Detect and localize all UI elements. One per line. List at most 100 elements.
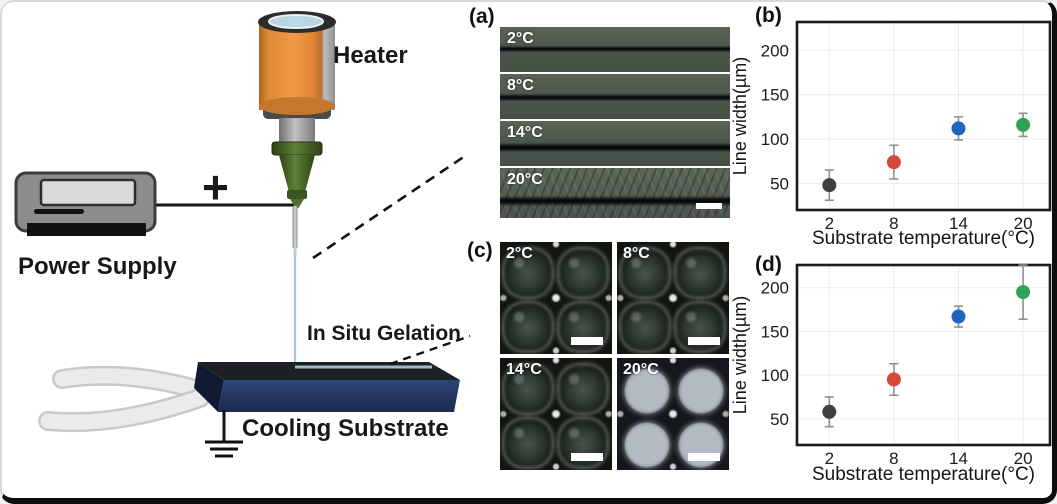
scale-bar xyxy=(571,337,603,345)
pore-cell xyxy=(558,364,608,414)
chart-b: 50 100 150 200 2 8 14 20 Substrate temperature(°… xyxy=(730,2,1052,255)
y-axis-label: Line width(µm) xyxy=(730,57,750,175)
y-tick-label: 100 xyxy=(761,130,789,149)
data-point xyxy=(822,404,837,419)
pore-cell xyxy=(503,418,553,468)
pore-cell xyxy=(624,368,670,414)
micrograph-strip-20c: 20°C xyxy=(500,168,730,218)
ground-symbol xyxy=(205,410,243,458)
heater-liquid xyxy=(268,14,324,29)
nozzle-tip-ring xyxy=(287,190,307,199)
printed-line-trace xyxy=(500,94,730,101)
pore-cell xyxy=(558,248,608,298)
plus-sign: + xyxy=(202,161,229,213)
x-tick-label: 2 xyxy=(825,214,834,233)
printing-setup-schematic xyxy=(14,11,471,458)
y-tick-label: 50 xyxy=(770,410,789,429)
y-tick-label: 50 xyxy=(770,174,789,193)
scale-bar xyxy=(571,453,603,461)
tile-temp-label: 14°C xyxy=(506,361,542,378)
scale-bar xyxy=(688,453,720,461)
panel-c-letter: (c) xyxy=(467,239,493,262)
in-situ-gelation-label: In Situ Gelation xyxy=(307,322,462,345)
data-point xyxy=(951,121,966,136)
needle xyxy=(292,206,298,248)
callout-dash-gelation xyxy=(389,334,471,366)
micrograph-strip-2c: 2°C xyxy=(500,27,730,72)
strip-temp-label: 8°C xyxy=(507,77,534,94)
pore-cell xyxy=(675,248,725,298)
micrograph-strip-14c: 14°C xyxy=(500,121,730,166)
power-supply-label: Power Supply xyxy=(18,253,177,280)
micrograph-tile-8c: 8°C xyxy=(617,242,729,354)
heater-nozzle-assembly xyxy=(258,11,336,255)
plot-frame xyxy=(795,20,1052,212)
heater-body xyxy=(259,22,335,110)
substrate-left-bevel xyxy=(194,362,224,412)
micrograph-tile-14c: 14°C xyxy=(500,358,612,470)
y-tick-label: 150 xyxy=(761,86,789,105)
nozzle-taper xyxy=(290,199,304,208)
data-point xyxy=(951,309,966,324)
cooling-tubes xyxy=(38,365,212,433)
panel-a-letter: (a) xyxy=(469,5,495,28)
x-axis-label: Substrate temperature(°C) xyxy=(812,464,1035,485)
x-tick-label: 8 xyxy=(889,449,898,468)
y-tick-label: 150 xyxy=(761,322,789,341)
panel-b-letter: (b) xyxy=(755,4,782,27)
heater-label: Heater xyxy=(333,42,408,69)
x-tick-label: 14 xyxy=(949,214,968,233)
pore-cell xyxy=(678,368,724,414)
x-tick-label: 8 xyxy=(889,214,898,233)
micrograph-strip-8c: 8°C xyxy=(500,74,730,119)
power-supply-base xyxy=(27,223,146,236)
y-axis-label: Line width(µm) xyxy=(730,296,750,414)
micrograph-tile-2c: 2°C xyxy=(500,242,612,354)
x-tick-label: 14 xyxy=(949,449,968,468)
pore-cell xyxy=(624,422,670,468)
power-supply xyxy=(14,171,157,236)
needle-tip xyxy=(293,246,297,255)
cooling-substrate-label: Cooling Substrate xyxy=(242,415,449,442)
pore-cell xyxy=(503,364,553,414)
tile-temp-label: 20°C xyxy=(623,361,659,378)
micrograph-tile-20c: 20°C xyxy=(617,358,729,470)
nozzle-collar xyxy=(279,118,315,144)
data-point xyxy=(1016,117,1031,132)
scale-bar xyxy=(688,337,720,345)
strip-temp-label: 2°C xyxy=(507,30,534,47)
y-tick-label: 200 xyxy=(761,41,789,60)
callout-dash-to-panel-a xyxy=(312,152,469,260)
nozzle-flange xyxy=(271,141,323,156)
pore-cell xyxy=(678,422,724,468)
strip-temp-label: 14°C xyxy=(507,124,543,141)
printed-line-trace xyxy=(500,196,730,206)
data-point xyxy=(822,178,837,193)
data-point xyxy=(1016,285,1031,300)
data-point xyxy=(886,155,901,170)
scale-bar xyxy=(696,203,722,209)
nozzle-body xyxy=(279,155,315,192)
power-supply-screen xyxy=(39,178,137,207)
y-tick-label: 100 xyxy=(761,366,789,385)
x-tick-label: 20 xyxy=(1014,449,1033,468)
x-tick-label: 2 xyxy=(825,449,834,468)
chart-d: 50 100 150 200 2 8 14 20 Substrate temperature(°… xyxy=(730,252,1052,498)
pore-cell xyxy=(503,302,553,352)
pore-cell xyxy=(620,248,670,298)
x-axis-label: Substrate temperature(°C) xyxy=(812,228,1035,249)
printed-line-trace xyxy=(500,143,730,152)
tile-temp-label: 8°C xyxy=(623,245,650,262)
power-supply-slot xyxy=(34,209,84,214)
strip-temp-label: 20°C xyxy=(507,171,543,188)
substrate-front-face xyxy=(218,380,460,412)
data-point xyxy=(886,372,901,387)
pore-cell xyxy=(503,248,553,298)
substrate-top-face xyxy=(198,362,460,380)
pore-cell xyxy=(620,302,670,352)
printed-line-trace xyxy=(500,46,730,52)
cooling-substrate-block xyxy=(194,362,460,412)
